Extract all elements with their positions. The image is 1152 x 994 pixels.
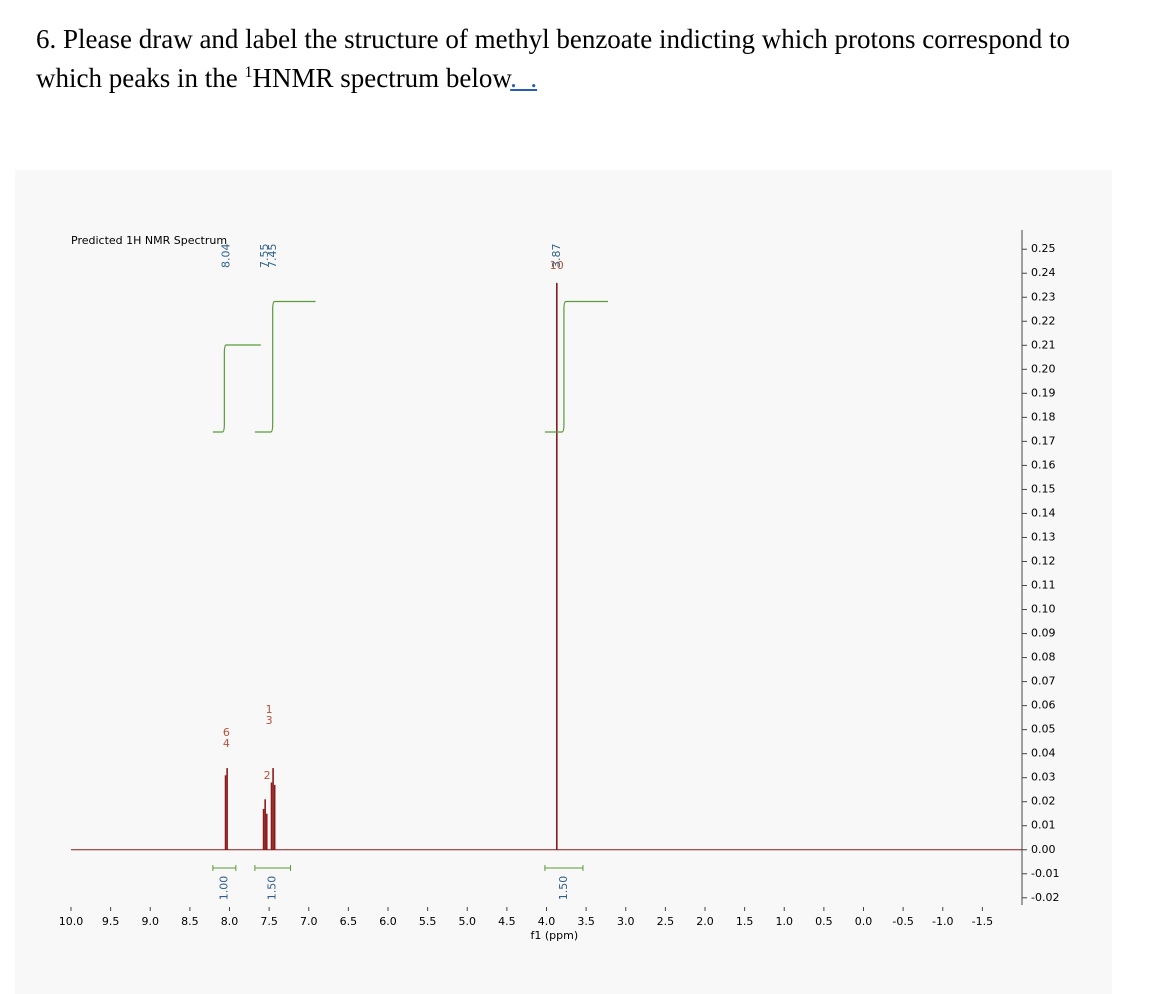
y-tick-label: 0.00	[1031, 843, 1056, 856]
y-tick-label: 0.21	[1031, 338, 1056, 351]
x-tick-label: 1.0	[776, 915, 794, 928]
x-tick-label: 5.5	[419, 915, 437, 928]
x-tick-label: 9.0	[142, 915, 160, 928]
x-tick-label: 8.0	[221, 915, 239, 928]
y-tick-label: 0.05	[1031, 723, 1056, 736]
x-tick-label: 4.0	[538, 915, 556, 928]
figure-background	[15, 170, 1112, 994]
x-tick-label: 6.5	[340, 915, 358, 928]
integral-curve	[254, 300, 316, 433]
y-tick-label: 0.09	[1031, 627, 1056, 640]
integral-label: 1.50	[266, 876, 279, 901]
y-tick-label: 0.23	[1031, 290, 1056, 303]
peak-label: 3.87	[550, 244, 563, 269]
x-tick-label: 1.5	[736, 915, 754, 928]
y-tick-label: 0.18	[1031, 410, 1056, 423]
integral-bracket	[544, 865, 584, 871]
atom-label: 10	[550, 259, 564, 272]
integral-bracket	[212, 865, 237, 871]
superscript: 1	[244, 64, 253, 81]
x-tick-label: 4.5	[498, 915, 516, 928]
x-tick-label: 6.0	[379, 915, 397, 928]
y-tick-label: 0.10	[1031, 603, 1056, 616]
peak-label: 7.45	[266, 244, 279, 269]
x-tick-label: -1.5	[972, 915, 993, 928]
question: 6. Please draw and label the structure o…	[36, 22, 1126, 95]
spectrum: Predicted 1H NMR Spectrum 0.25 0.24 0.23 0.…	[15, 170, 1112, 994]
y-tick-label: 0.14	[1031, 506, 1056, 519]
peak-label: 8.04	[219, 244, 232, 269]
atom-label: 4	[223, 737, 230, 750]
atom-label: 2	[264, 769, 271, 782]
y-tick-label: 0.01	[1031, 819, 1056, 832]
atom-label: 3	[266, 714, 273, 727]
x-tick-label: 2.5	[657, 915, 675, 928]
y-tick-label: 0.06	[1031, 699, 1056, 712]
x-tick-label: 0.0	[855, 915, 873, 928]
y-tick-label: 0.19	[1031, 386, 1056, 399]
atom-label: 1	[266, 703, 273, 716]
x-tick-label: 9.5	[102, 915, 120, 928]
question-text-after: HNMR spectrum below	[252, 63, 511, 93]
x-tick-label: 5.0	[459, 915, 477, 928]
x-tick-label: 3.0	[617, 915, 635, 928]
y-tick-label: 0.24	[1031, 266, 1056, 279]
integral-curve	[212, 344, 261, 433]
x-tick-label: 3.5	[577, 915, 595, 928]
y-tick-label: -0.02	[1031, 891, 1059, 904]
x-tick-label: 2.0	[696, 915, 714, 928]
y-tick-label: 0.12	[1031, 554, 1056, 567]
atom-label: 6	[223, 726, 230, 739]
x-tick-label: 7.5	[260, 915, 278, 928]
question-text: 6. Please draw and label the structure o…	[36, 24, 1070, 93]
y-tick-label: 0.08	[1031, 651, 1056, 664]
x-tick-label: 0.5	[815, 915, 833, 928]
integral-curve	[544, 300, 608, 433]
x-tick-label: 8.5	[181, 915, 199, 928]
y-tick-label: 0.15	[1031, 482, 1056, 495]
y-tick-label: 0.16	[1031, 458, 1056, 471]
integral-label: 1.00	[217, 876, 230, 901]
x-tick-label: 10.0	[59, 915, 84, 928]
y-tick-label: 0.20	[1031, 362, 1056, 375]
x-tick-label: -0.5	[892, 915, 913, 928]
integral-label: 1.50	[557, 876, 570, 901]
integral-bracket	[254, 865, 292, 871]
x-axis-label: f1 (ppm)	[530, 929, 578, 942]
peak-label: 7.55	[258, 244, 271, 269]
y-tick-label: 0.02	[1031, 795, 1056, 808]
y-tick-label: 0.11	[1031, 579, 1056, 592]
chart-title: Predicted 1H NMR Spectrum	[71, 234, 227, 247]
trailing-mark: ._.	[510, 63, 538, 93]
y-tick-label: 0.17	[1031, 434, 1056, 447]
y-tick-label: 0.04	[1031, 747, 1056, 760]
y-tick-label: 0.07	[1031, 675, 1056, 688]
y-tick-label: 0.25	[1031, 242, 1056, 255]
y-tick-label: -0.01	[1031, 867, 1059, 880]
y-tick-label: 0.03	[1031, 771, 1056, 784]
x-tick-label: 7.0	[300, 915, 318, 928]
x-tick-label: -1.0	[932, 915, 953, 928]
y-tick-label: 0.13	[1031, 530, 1056, 543]
y-tick-label: 0.22	[1031, 314, 1056, 327]
